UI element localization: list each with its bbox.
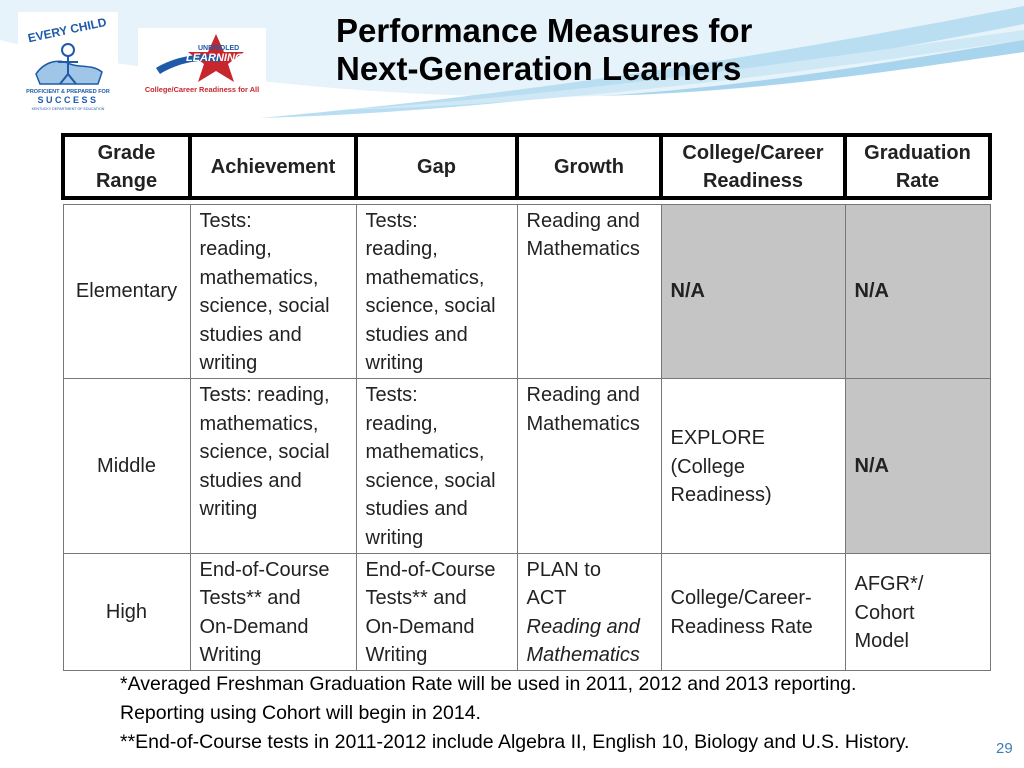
- achievement-cell: Tests: reading, mathematics, science, so…: [189, 203, 357, 380]
- every-child-logo: EVERY CHILD PROFICIENT & PREPARED FOR SU…: [18, 12, 118, 112]
- performance-measures-table: Grade Range Achievement Gap Growth Colle…: [61, 133, 992, 672]
- table-row-middle: Middle Tests: reading, mathematics, scie…: [62, 378, 991, 554]
- grade-cell: Elementary: [62, 203, 191, 380]
- table-row-high: High End-of-Course Tests** and On-Demand…: [62, 552, 991, 672]
- grad-cell-na: N/A: [844, 378, 991, 554]
- growth-cell: Reading and Mathematics: [516, 203, 662, 380]
- footnote-afgr: *Averaged Freshman Graduation Rate will …: [120, 673, 857, 695]
- growth-cell: PLAN to ACT Reading and Mathematics: [516, 552, 662, 672]
- header-graduation-rate: Graduation Rate: [843, 133, 992, 200]
- slide-title-line2: Next-Generation Learners: [336, 50, 742, 87]
- header-college-career-readiness: College/Career Readiness: [659, 133, 847, 200]
- achievement-cell: End-of-Course Tests** and On-Demand Writ…: [189, 552, 357, 672]
- ccr-cell: College/Career- Readiness Rate: [660, 552, 846, 672]
- logo-ccr-text: College/Career Readiness for All: [145, 85, 259, 94]
- header-achievement: Achievement: [188, 133, 358, 200]
- slide-title-line1: Performance Measures for: [336, 12, 753, 49]
- logo-prepared-text: PROFICIENT & PREPARED FOR: [26, 89, 110, 95]
- page-number: 29: [996, 740, 1013, 757]
- ccr-cell: EXPLORE (College Readiness): [660, 378, 846, 554]
- gap-cell: Tests: reading, mathematics, science, so…: [355, 203, 518, 380]
- grade-cell: Middle: [62, 378, 191, 554]
- footnote-eoc: **End-of-Course tests in 2011-2012 inclu…: [120, 731, 910, 753]
- achievement-cell: Tests: reading, mathematics, science, so…: [189, 378, 357, 554]
- logo-learning-text: LEARNING: [186, 52, 244, 64]
- table-header-row: Grade Range Achievement Gap Growth Colle…: [61, 133, 992, 200]
- header-grade-range: Grade Range: [61, 133, 192, 200]
- unbridled-learning-logo: UNBRIDLED LEARNING College/Career Readin…: [138, 28, 266, 104]
- grade-cell: High: [62, 552, 191, 672]
- logo-every-child-text: EVERY CHILD: [27, 15, 109, 45]
- growth-cell: Reading and Mathematics: [516, 378, 662, 554]
- gap-cell: Tests: reading, mathematics, science, so…: [355, 378, 518, 554]
- grad-cell-na: N/A: [844, 203, 991, 380]
- logo-unbridled-text: UNBRIDLED: [198, 45, 239, 52]
- logo-kde-text: KENTUCKY DEPARTMENT OF EDUCATION: [32, 107, 105, 111]
- logo-success-text: SUCCESS: [37, 95, 98, 105]
- header-gap: Gap: [354, 133, 519, 200]
- table-row-elementary: Elementary Tests: reading, mathematics, …: [62, 203, 991, 380]
- footnote-cohort: Reporting using Cohort will begin in 201…: [120, 702, 481, 724]
- ccr-cell-na: N/A: [660, 203, 846, 380]
- footnotes: *Averaged Freshman Graduation Rate will …: [120, 670, 1000, 757]
- grad-cell: AFGR*/ Cohort Model: [844, 552, 991, 672]
- gap-cell: End-of-Course Tests** and On-Demand Writ…: [355, 552, 518, 672]
- slide-title: Performance Measures for Next-Generation…: [336, 12, 936, 88]
- header-growth: Growth: [515, 133, 663, 200]
